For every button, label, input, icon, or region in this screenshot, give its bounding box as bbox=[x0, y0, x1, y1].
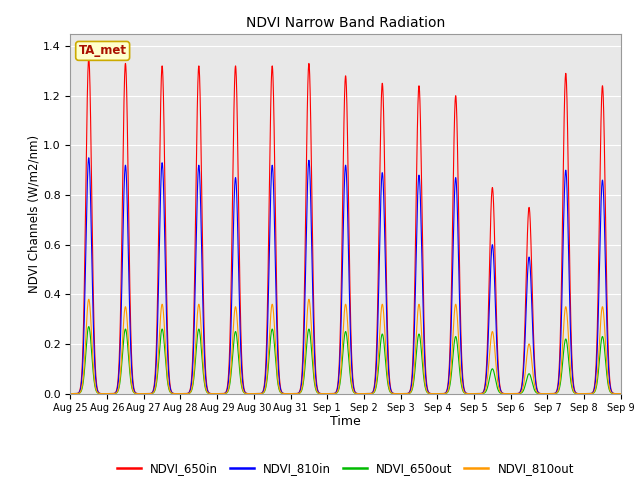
NDVI_650in bbox=[411, 274, 419, 279]
NDVI_810in bbox=[564, 202, 572, 207]
NDVI_650out bbox=[507, 391, 515, 396]
Legend: NDVI_650in, NDVI_810in, NDVI_650out, NDVI_810out: NDVI_650in, NDVI_810in, NDVI_650out, NDV… bbox=[113, 457, 579, 480]
NDVI_650in bbox=[617, 391, 625, 396]
X-axis label: Time: Time bbox=[330, 415, 361, 428]
NDVI_810in bbox=[566, 313, 574, 319]
NDVI_810out bbox=[278, 390, 285, 396]
NDVI_810out bbox=[85, 296, 93, 302]
NDVI_650in bbox=[278, 388, 285, 394]
NDVI_650in bbox=[588, 390, 596, 396]
NDVI_810in bbox=[67, 391, 74, 396]
NDVI_650in bbox=[566, 279, 574, 285]
Line: NDVI_650in: NDVI_650in bbox=[70, 59, 621, 394]
Text: TA_met: TA_met bbox=[79, 44, 127, 58]
NDVI_810in bbox=[588, 390, 596, 396]
NDVI_650in bbox=[67, 391, 74, 396]
NDVI_810out bbox=[132, 391, 140, 396]
NDVI_810in bbox=[411, 308, 419, 313]
NDVI_810out bbox=[411, 357, 419, 362]
NDVI_650out bbox=[617, 391, 625, 396]
NDVI_650out bbox=[588, 391, 596, 396]
Title: NDVI Narrow Band Radiation: NDVI Narrow Band Radiation bbox=[246, 16, 445, 30]
NDVI_810in bbox=[617, 391, 625, 396]
Line: NDVI_650out: NDVI_650out bbox=[70, 326, 621, 394]
NDVI_650in bbox=[132, 390, 140, 396]
NDVI_650out bbox=[85, 324, 93, 329]
NDVI_650out bbox=[566, 373, 574, 379]
NDVI_810out bbox=[564, 317, 572, 323]
NDVI_650out bbox=[411, 368, 419, 374]
NDVI_650in bbox=[564, 120, 572, 126]
NDVI_650out bbox=[132, 391, 140, 396]
NDVI_810out bbox=[566, 360, 574, 366]
NDVI_810out bbox=[67, 391, 74, 396]
NDVI_650out bbox=[67, 391, 74, 396]
NDVI_650in bbox=[85, 56, 93, 61]
NDVI_810in bbox=[85, 155, 93, 161]
NDVI_810in bbox=[278, 389, 285, 395]
Line: NDVI_810in: NDVI_810in bbox=[70, 158, 621, 394]
NDVI_650out bbox=[278, 390, 285, 396]
NDVI_810in bbox=[132, 391, 140, 396]
Line: NDVI_810out: NDVI_810out bbox=[70, 299, 621, 394]
NDVI_650out bbox=[564, 346, 572, 351]
NDVI_810out bbox=[588, 391, 596, 396]
Y-axis label: NDVI Channels (W/m2/nm): NDVI Channels (W/m2/nm) bbox=[27, 134, 40, 293]
NDVI_810out bbox=[617, 391, 625, 396]
